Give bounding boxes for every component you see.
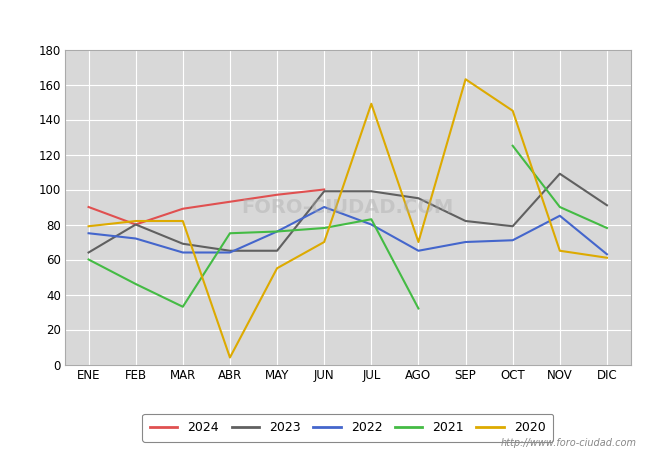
Text: Matriculaciones de Vehiculos en Puerto Real: Matriculaciones de Vehiculos en Puerto R…: [142, 9, 508, 27]
Text: http://www.foro-ciudad.com: http://www.foro-ciudad.com: [501, 438, 637, 448]
Text: FORO-CIUDAD.COM: FORO-CIUDAD.COM: [242, 198, 454, 216]
Legend: 2024, 2023, 2022, 2021, 2020: 2024, 2023, 2022, 2021, 2020: [142, 414, 553, 442]
